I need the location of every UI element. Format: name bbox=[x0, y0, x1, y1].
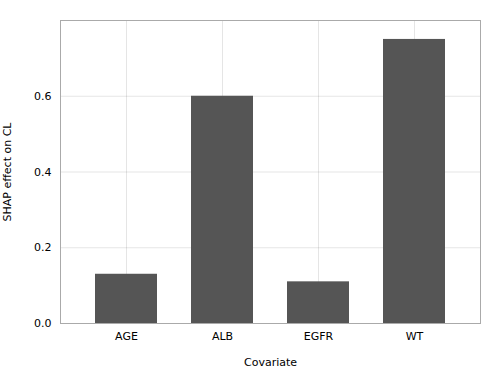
svg-text:Covariate: Covariate bbox=[244, 356, 297, 368]
svg-text:SHAP effect on CL: SHAP effect on CL bbox=[1, 122, 14, 222]
svg-text:0.0: 0.0 bbox=[34, 317, 52, 330]
svg-text:0.2: 0.2 bbox=[34, 241, 52, 254]
svg-text:EGFR: EGFR bbox=[304, 330, 334, 343]
svg-text:AGE: AGE bbox=[115, 330, 138, 343]
svg-text:0.6: 0.6 bbox=[34, 90, 52, 103]
svg-text:WT: WT bbox=[406, 330, 424, 343]
svg-text:0.4: 0.4 bbox=[34, 166, 52, 179]
svg-text:ALB: ALB bbox=[212, 330, 233, 343]
